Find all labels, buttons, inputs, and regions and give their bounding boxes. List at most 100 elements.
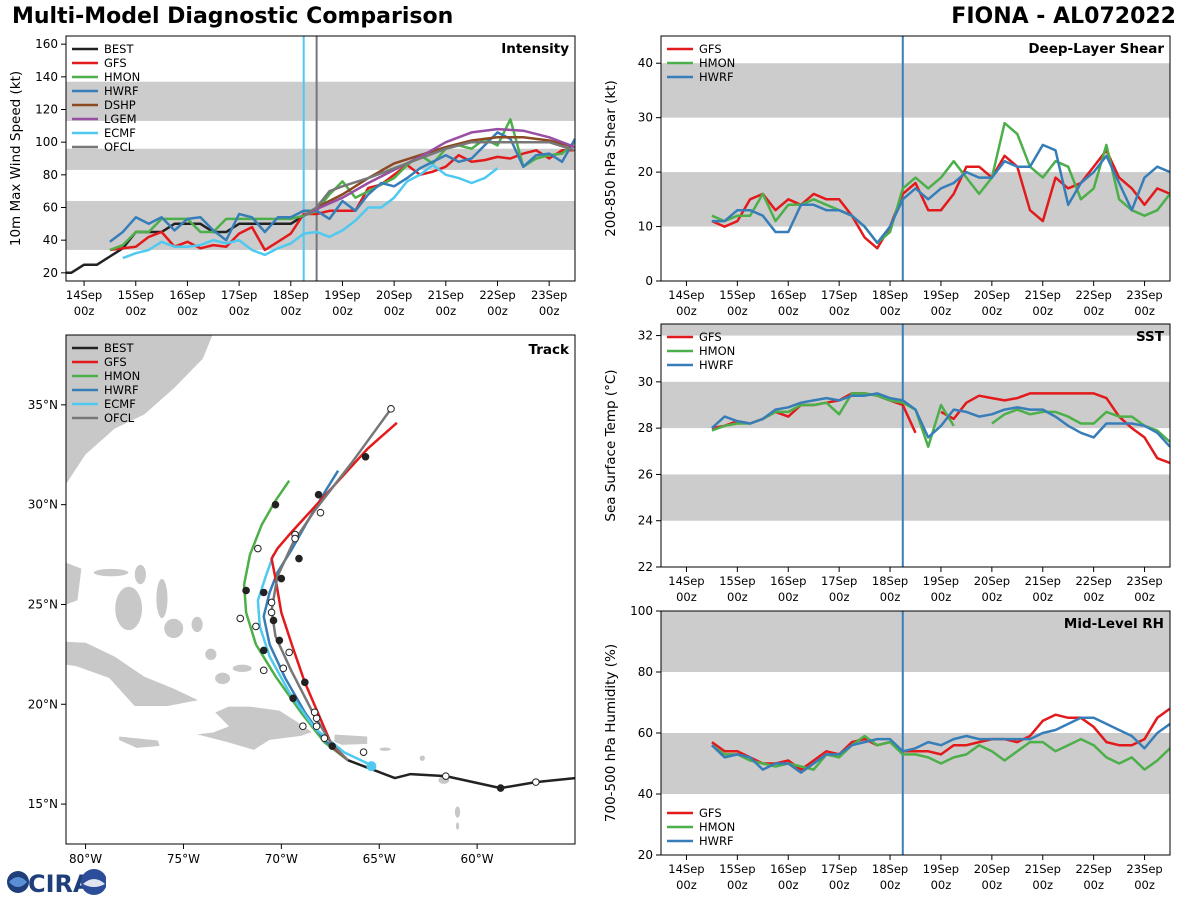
rh-xtick-hour: 00z (931, 878, 952, 892)
sst-xtick-hour: 00z (1083, 590, 1104, 604)
rh-ytick-label: 100 (630, 604, 653, 618)
intensity-band-2 (66, 81, 575, 121)
rh-ytick-label: 20 (638, 848, 653, 862)
track-legend-label-hmon: HMON (104, 369, 140, 383)
rh-xtick-hour: 00z (1134, 878, 1155, 892)
rh-xtick-hour: 00z (676, 878, 697, 892)
track-legend-label-best: BEST (104, 341, 134, 355)
track-line-ofcl (270, 408, 393, 762)
sst-xtick-day: 23Sep (1126, 574, 1162, 588)
cira-logo: CIRA (4, 866, 107, 898)
rh-ytick-label: 60 (638, 726, 653, 740)
shear-band-0 (661, 172, 1170, 227)
sst-ytick-label: 22 (638, 560, 653, 574)
track-ytick-label: 30°N (28, 498, 58, 512)
sst-chart: 22 24 26 28 30 32 14Sep 00z 15Sep 00z 16Sep 00z 17Se… (603, 323, 1171, 604)
track-xtick-label: 60°W (461, 852, 494, 866)
lesser-antilles-island-2 (455, 821, 460, 831)
bahamas-island-0 (114, 586, 143, 631)
track-point-ofcl (387, 405, 395, 413)
intensity-legend-label-ofcl: OFCL (104, 140, 135, 154)
intensity-xtick-day: 14Sep (66, 288, 102, 302)
intensity-legend-label-dshp: DSHP (104, 98, 136, 112)
sst-xtick-hour: 00z (931, 590, 952, 604)
track-filled-point (259, 646, 268, 655)
sst-xtick-day: 16Sep (770, 574, 806, 588)
shear-ytick-label: 0 (645, 274, 653, 288)
sst-xtick-hour: 00z (1032, 590, 1053, 604)
bahamas-island-7 (93, 568, 129, 577)
intensity-series-gfs (109, 149, 575, 252)
intensity-ytick-label: 120 (35, 103, 58, 117)
sst-band-2 (661, 324, 1170, 336)
hispaniola (195, 706, 314, 751)
shear-xtick-hour: 00z (982, 304, 1003, 318)
rh-chart: 20 40 60 80 100 14Sep 00z 15Sep 00z 16Sep 00z 17Sep… (603, 604, 1171, 892)
rh-band-0 (661, 733, 1170, 794)
intensity-ytick-label: 60 (43, 201, 58, 215)
jamaica (118, 735, 161, 749)
intensity-chart: 20 40 60 80 100 120 140 160 14Sep 00z 15Sep 00z 16Se… (8, 35, 576, 318)
shear-series-hmon (711, 121, 1170, 245)
shear-legend-label-hwrf: HWRF (699, 70, 734, 84)
intensity-legend-label-best: BEST (104, 42, 134, 56)
shear-xtick-hour: 00z (676, 304, 697, 318)
sst-xtick-day: 19Sep (923, 574, 959, 588)
shear-ytick-label: 10 (638, 220, 653, 234)
intensity-xtick-hour: 00z (539, 304, 560, 318)
intensity-legend-label-gfs: GFS (104, 56, 127, 70)
shear-frame (660, 35, 1171, 282)
intensity-series-ofcl (303, 140, 575, 217)
track-line-hmon (242, 479, 349, 762)
shear-xtick-hour: 00z (727, 304, 748, 318)
florida (66, 561, 83, 606)
intensity-ylabel: 10m Max Wind Speed (kt) (8, 71, 24, 246)
track-open-point (299, 722, 307, 731)
track-open-point (236, 614, 245, 623)
rh-xtick-day: 14Sep (668, 862, 704, 876)
sst-legend-label-gfs: GFS (699, 330, 722, 344)
rh-xtick-hour: 00z (778, 878, 799, 892)
puerto-rico (333, 733, 368, 746)
track-filled-point (275, 636, 284, 645)
intensity-legend-label-hwrf: HWRF (104, 84, 139, 98)
track-filled-point (289, 694, 297, 703)
shear-title: Deep-Layer Shear (1028, 41, 1164, 57)
sst-band-0 (661, 474, 1170, 521)
sst-xtick-hour: 00z (982, 590, 1003, 604)
shear-xtick-hour: 00z (880, 304, 901, 318)
best-track-point (532, 778, 540, 786)
intensity-legend-label-lgem: LGEM (104, 112, 137, 126)
rh-xtick-hour: 00z (1032, 878, 1053, 892)
intensity-series-hwrf (109, 131, 575, 243)
sst-ylabel: Sea Surface Temp (°C) (603, 369, 619, 521)
shear-band-1 (661, 63, 1170, 118)
shear-xtick-day: 21Sep (1025, 288, 1061, 302)
rh-band-1 (661, 611, 1170, 672)
track-chart: 80°W 75°W 70°W 65°W 60°W 15°N 20°N 25°N 30°N 35°N… (28, 334, 576, 866)
track-open-point (267, 598, 276, 607)
intensity-xtick-day: 18Sep (273, 288, 309, 302)
shear-series-hwrf (711, 143, 1170, 245)
shear-ytick-label: 30 (638, 111, 653, 125)
rh-xtick-hour: 00z (880, 878, 901, 892)
track-ytick-label: 25°N (28, 597, 58, 611)
rh-xtick-day: 21Sep (1025, 862, 1061, 876)
shear-xtick-hour: 00z (931, 304, 952, 318)
sst-legend-label-hmon: HMON (699, 344, 735, 358)
sst-xtick-day: 14Sep (668, 574, 704, 588)
shear-legend-label-gfs: GFS (699, 42, 722, 56)
rh-xtick-day: 20Sep (974, 862, 1010, 876)
sst-ytick-label: 24 (638, 514, 653, 528)
sst-legend-label-hwrf: HWRF (699, 358, 734, 372)
rh-xtick-day: 17Sep (821, 862, 857, 876)
sst-xtick-day: 21Sep (1025, 574, 1061, 588)
lesser-antilles-island-3 (419, 754, 426, 762)
rh-series-hwrf (711, 716, 1170, 774)
sst-xtick-hour: 00z (1134, 590, 1155, 604)
rh-xtick-day: 16Sep (770, 862, 806, 876)
track-filled-point (301, 678, 309, 687)
track-xtick-label: 75°W (167, 852, 200, 866)
sst-xtick-day: 15Sep (719, 574, 755, 588)
intensity-title: Intensity (501, 41, 569, 57)
